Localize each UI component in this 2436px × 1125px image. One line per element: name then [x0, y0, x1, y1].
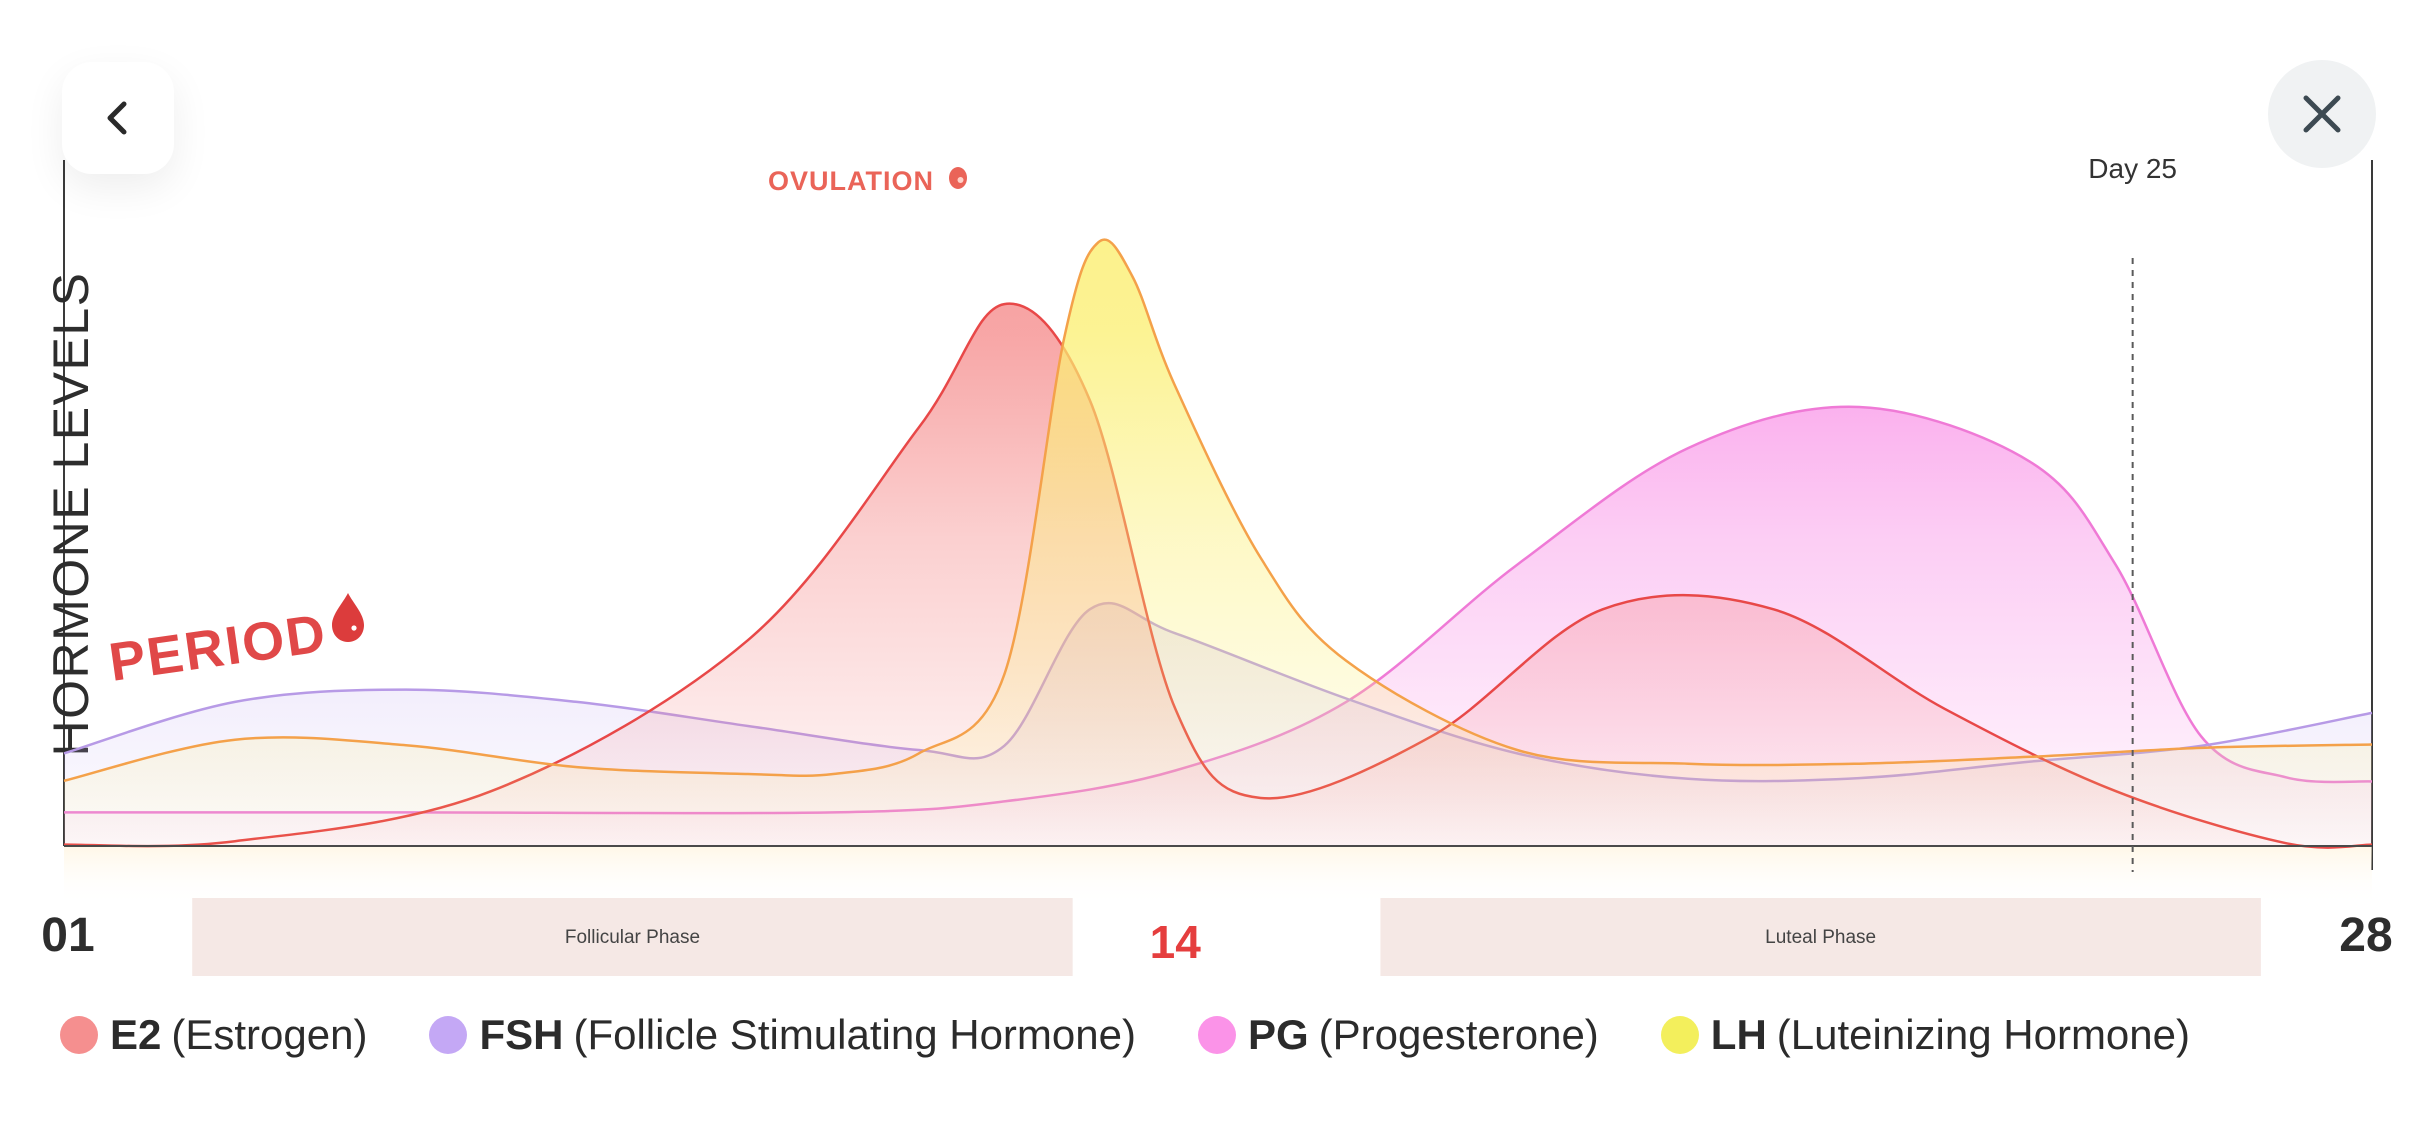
legend-swatch-pg [1197, 1016, 1236, 1054]
baseline-fade [64, 846, 2372, 906]
legend-abbr: LH [1710, 1011, 1767, 1058]
period-label: PERIOD [105, 603, 330, 693]
egg-icon [949, 167, 967, 189]
back-button[interactable] [62, 62, 174, 174]
legend-abbr: PG [1247, 1011, 1309, 1058]
chevron-left-icon [107, 101, 127, 135]
legend-full: (Follicle Stimulating Hormone) [573, 1011, 1136, 1058]
tick-layer: 01 14 28 [41, 909, 2392, 968]
series-line-lh [63, 238, 2373, 783]
series-layer [63, 238, 2373, 849]
legend-full: (Estrogen) [171, 1011, 368, 1058]
phase-layer: Follicular Phase Luteal Phase [192, 898, 2261, 976]
legend: E2 (Estrogen) FSH (Follicle Stimulating … [60, 1010, 2190, 1060]
phase-band-1 [1380, 898, 2261, 976]
legend-item-fsh: FSH (Follicle Stimulating Hormone) [429, 1011, 1136, 1059]
legend-abbr: FSH [479, 1011, 564, 1058]
legend-swatch-e2 [60, 1016, 98, 1054]
phase-label-1: Luteal Phase [1765, 927, 1876, 948]
legend-swatch-lh [1660, 1016, 1699, 1054]
close-icon [2303, 95, 2341, 133]
x-tick-01: 01 [41, 909, 94, 962]
x-tick-14: 14 [1150, 916, 1202, 968]
y-axis-label: HORMONE LEVELS [43, 271, 99, 756]
legend-item-pg: PG (Progesterone) [1197, 1011, 1599, 1059]
day-marker-label: Day 25 [2088, 153, 2177, 184]
phase-label-0: Follicular Phase [565, 927, 700, 948]
series-area-lh [64, 239, 2372, 846]
legend-item-e2: E2 (Estrogen) [60, 1011, 367, 1059]
ovulation-label: OVULATION [768, 166, 934, 196]
legend-item-lh: LH (Luteinizing Hormone) [1660, 1011, 2190, 1059]
phase-band-0 [192, 898, 1073, 976]
x-tick-28: 28 [2339, 909, 2392, 962]
legend-abbr: E2 [110, 1011, 162, 1058]
blood-drop-icon [332, 593, 364, 642]
legend-full: (Luteinizing Hormone) [1776, 1011, 2190, 1058]
legend-full: (Progesterone) [1318, 1011, 1599, 1058]
legend-swatch-fsh [429, 1016, 468, 1054]
series-area-e2 [64, 303, 2372, 848]
close-button[interactable] [2268, 60, 2376, 168]
